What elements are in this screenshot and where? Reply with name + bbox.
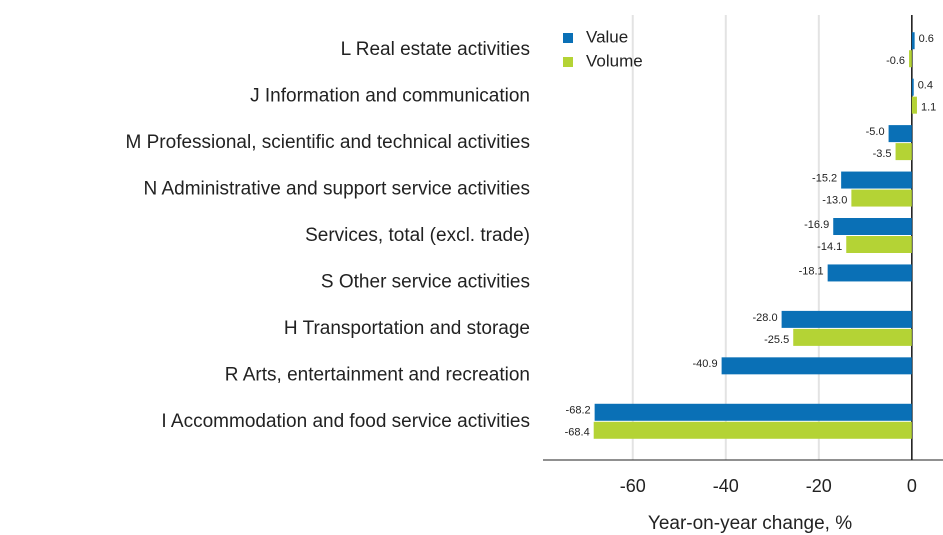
category-label: H Transportation and storage xyxy=(284,318,530,339)
x-tick-label: 0 xyxy=(907,476,917,496)
data-label: -25.5 xyxy=(764,334,789,346)
data-label: -28.0 xyxy=(753,312,778,324)
legend-label: Volume xyxy=(586,51,643,70)
data-label: -3.5 xyxy=(873,148,892,160)
x-tick-label: -20 xyxy=(806,476,832,496)
bar xyxy=(833,218,912,235)
bar xyxy=(841,171,912,189)
data-label: 1.1 xyxy=(921,102,936,114)
legend-swatch xyxy=(563,33,573,43)
data-label: -14.1 xyxy=(817,241,842,253)
bar xyxy=(911,32,915,50)
category-label: R Arts, entertainment and recreation xyxy=(225,364,530,385)
bar xyxy=(793,328,912,346)
bar xyxy=(594,403,912,421)
x-tick-label: -40 xyxy=(713,476,739,496)
bar xyxy=(888,125,912,143)
data-label: -18.1 xyxy=(799,265,824,277)
bar xyxy=(911,78,914,96)
bar xyxy=(781,310,912,328)
category-label: L Real estate activities xyxy=(341,39,530,60)
bar xyxy=(895,143,912,161)
category-label: M Professional, scientific and technical… xyxy=(126,132,530,153)
legend-label: Value xyxy=(586,27,628,46)
data-label: -15.2 xyxy=(812,172,837,184)
category-label: Services, total (excl. trade) xyxy=(305,225,530,246)
bar xyxy=(846,236,912,253)
data-label: 0.4 xyxy=(918,80,933,92)
bar xyxy=(911,96,917,114)
data-label: -68.2 xyxy=(566,405,591,417)
legend-swatch xyxy=(563,57,573,67)
data-label: -16.9 xyxy=(804,219,829,231)
category-label: N Administrative and support service act… xyxy=(144,179,531,200)
bar xyxy=(851,189,912,207)
data-label: -0.6 xyxy=(886,55,905,67)
bar xyxy=(827,264,912,282)
data-label: -40.9 xyxy=(693,358,718,370)
bar xyxy=(593,421,912,439)
category-label: S Other service activities xyxy=(321,271,530,292)
data-label: -5.0 xyxy=(866,126,885,138)
data-label: -68.4 xyxy=(565,427,590,439)
x-tick-label: -60 xyxy=(620,476,646,496)
bar xyxy=(909,50,912,68)
data-label: 0.6 xyxy=(919,33,934,45)
bar xyxy=(721,357,912,375)
category-label: I Accommodation and food service activit… xyxy=(161,411,530,432)
category-label: J Information and communication xyxy=(250,86,530,107)
x-axis-title: Year-on-year change, % xyxy=(648,513,852,534)
data-label: -13.0 xyxy=(822,194,847,206)
